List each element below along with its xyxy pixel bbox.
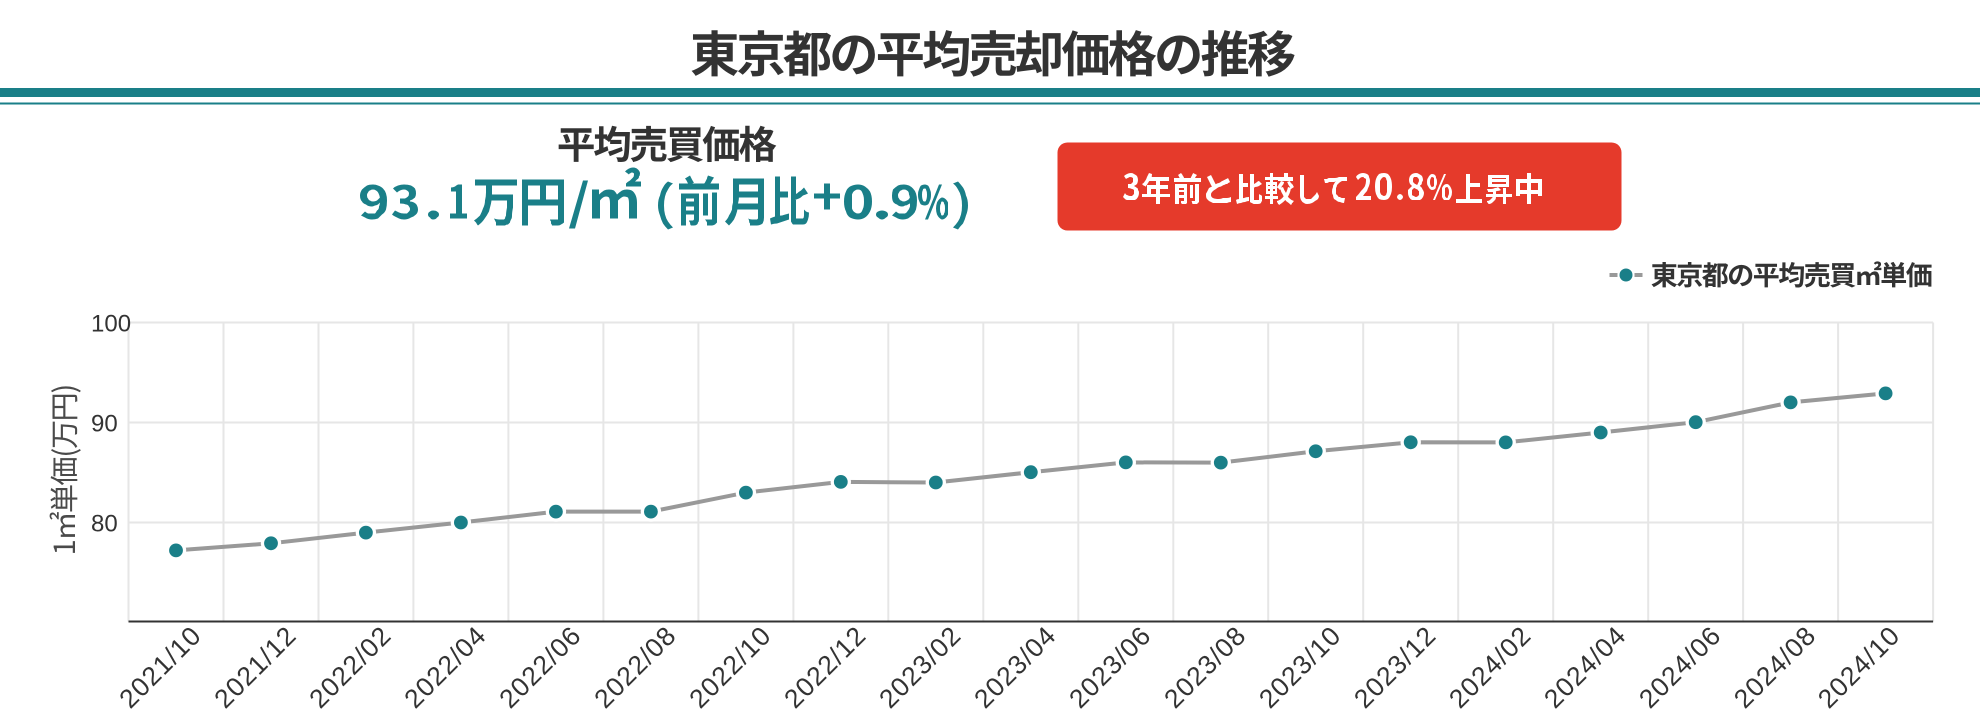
svg-text:100: 100 [91, 311, 131, 338]
svg-text:2024/02: 2024/02 [1443, 620, 1537, 714]
svg-text:2023/08: 2023/08 [1158, 620, 1252, 714]
svg-text:90: 90 [91, 411, 118, 438]
svg-text:2022/10: 2022/10 [683, 620, 777, 714]
svg-text:2024/06: 2024/06 [1633, 620, 1727, 714]
svg-text:2024/08: 2024/08 [1728, 620, 1822, 714]
svg-text:2022/04: 2022/04 [398, 620, 492, 714]
svg-text:80: 80 [91, 511, 118, 538]
svg-text:2022/12: 2022/12 [778, 620, 872, 714]
svg-text:2023/10: 2023/10 [1253, 620, 1347, 714]
svg-text:2023/06: 2023/06 [1063, 620, 1157, 714]
svg-text:2024/10: 2024/10 [1812, 620, 1906, 714]
svg-text:2024/04: 2024/04 [1538, 620, 1632, 714]
svg-text:2022/06: 2022/06 [493, 620, 587, 714]
svg-text:2021/12: 2021/12 [208, 620, 302, 714]
svg-text:2023/04: 2023/04 [968, 620, 1062, 714]
svg-text:2023/12: 2023/12 [1348, 620, 1442, 714]
svg-text:2022/08: 2022/08 [588, 620, 682, 714]
svg-text:2022/02: 2022/02 [303, 620, 397, 714]
svg-text:2021/10: 2021/10 [113, 620, 207, 714]
svg-text:2023/02: 2023/02 [873, 620, 967, 714]
